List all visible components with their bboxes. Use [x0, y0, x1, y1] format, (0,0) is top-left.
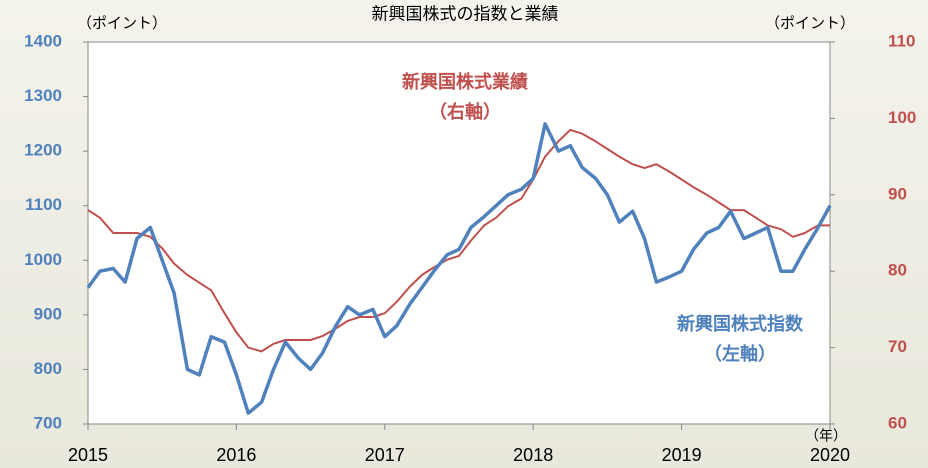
- y2-tick-label: 90: [888, 184, 907, 203]
- y-tick-label: 1000: [24, 250, 62, 269]
- annotation: （右軸）: [429, 101, 501, 122]
- chart-title: 新興国株式の指数と業績: [372, 4, 559, 23]
- x-tick-label: 2015: [68, 445, 108, 465]
- y2-tick-label: 80: [888, 261, 907, 280]
- annotation: （左軸）: [704, 343, 776, 364]
- y-tick-label: 1400: [24, 31, 62, 50]
- y2-tick-label: 70: [888, 337, 907, 356]
- y2-tick-label: 100: [888, 108, 916, 127]
- y-tick-label: 700: [34, 413, 62, 432]
- annotation: 新興国株式業績: [402, 71, 528, 92]
- y-tick-label: 800: [34, 359, 62, 378]
- y2-tick-label: 60: [888, 413, 907, 432]
- y-tick-label: 1300: [24, 86, 62, 105]
- x-tick-label: 2018: [513, 445, 553, 465]
- y2-axis-label: （ポイント）: [765, 15, 855, 32]
- x-tick-label: 2016: [216, 445, 256, 465]
- series-line: [87, 128, 830, 353]
- y-tick-label: 1100: [25, 195, 62, 214]
- y-tick-label: 900: [34, 304, 62, 323]
- plot-area: [87, 41, 831, 425]
- y-axis-label: （ポイント）: [77, 15, 167, 32]
- x-tick-label: 2020: [810, 445, 850, 465]
- series-line: [86, 122, 832, 415]
- x-tick-label: 2019: [662, 445, 702, 465]
- y2-tick-label: 110: [888, 31, 915, 50]
- y-tick-label: 1200: [24, 141, 62, 160]
- x-tick-label: 2017: [365, 445, 405, 465]
- x-axis-label: （年）: [805, 428, 847, 444]
- annotation: 新興国株式指数: [677, 313, 804, 334]
